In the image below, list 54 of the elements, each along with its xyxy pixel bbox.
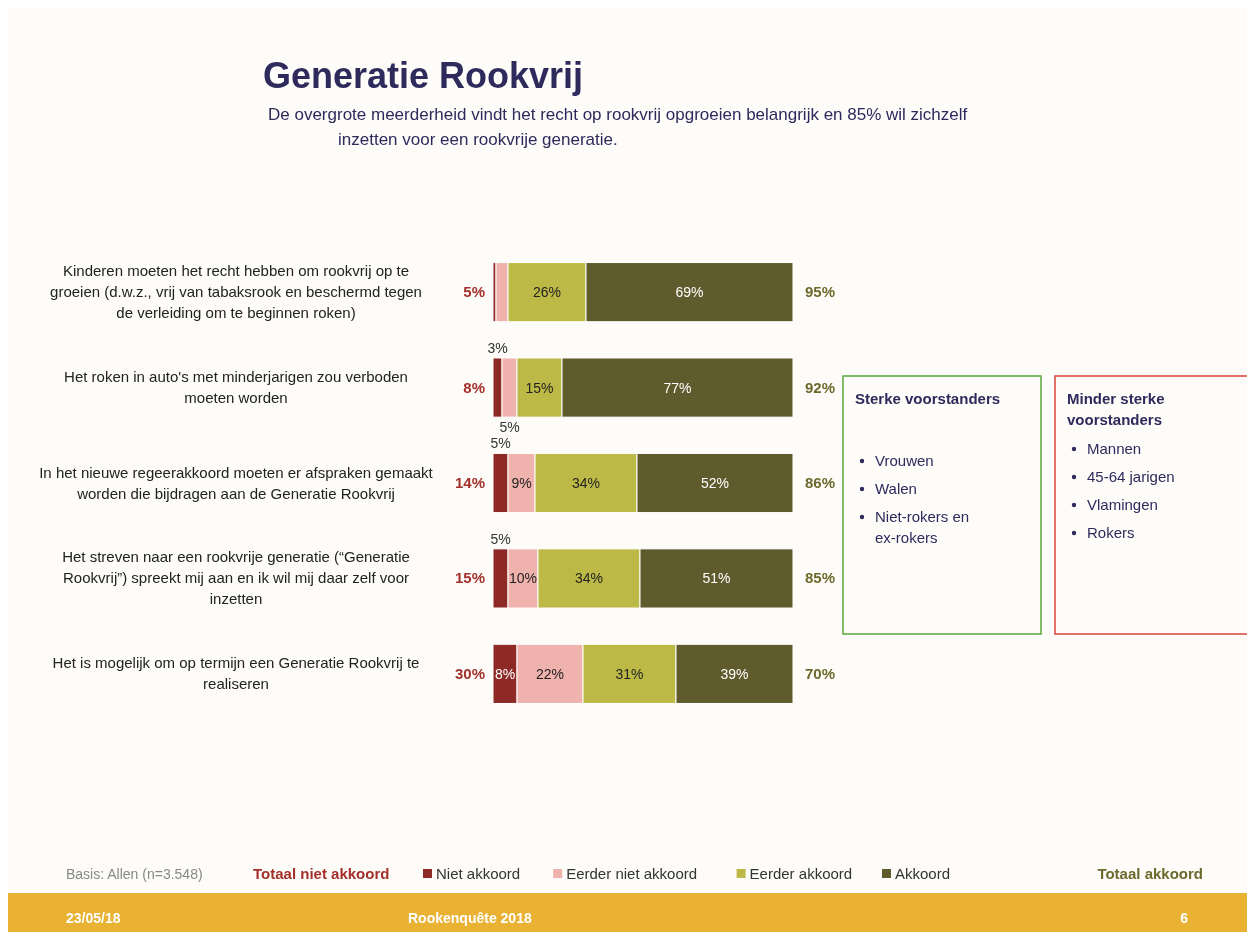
data-label: 31% <box>615 665 644 682</box>
data-label: 15% <box>525 379 554 396</box>
text: Minder sterke voorstanders <box>1067 390 1165 428</box>
legend-label: Eerder niet akkoord <box>566 865 698 882</box>
text: Rokers <box>1087 524 1135 541</box>
text: 14% <box>454 474 485 491</box>
text: 15% <box>454 569 485 587</box>
data-label: 77% <box>663 379 692 396</box>
text: Vlamingen <box>1087 496 1158 513</box>
text: 95% <box>805 283 836 301</box>
data-label: 10% <box>508 570 538 587</box>
y-tick-label: Het is mogelijk om op termijn een Generatie Rookvrij te realiseren <box>52 654 420 693</box>
text: Rookenquête 2018 <box>408 910 532 926</box>
text: 5% <box>463 283 485 301</box>
data-label: 5% <box>490 530 511 547</box>
data-label: 69% <box>675 284 704 301</box>
data-label: 9% <box>511 475 532 491</box>
text: 70% <box>805 664 836 682</box>
data-label: 34% <box>571 475 601 491</box>
text: Sterke voorstanders <box>855 390 1001 407</box>
data-label: 52% <box>700 475 730 491</box>
text: Totaal akkoord <box>1097 865 1203 882</box>
text: Vrouwen <box>875 452 934 469</box>
text: 23/05/18 <box>66 910 121 926</box>
text: 86% <box>805 474 836 491</box>
text: Basis: Allen (n=3.548) <box>66 866 203 882</box>
y-tick-label: Het roken in auto's met minderjarigen zou verboden moeten worden <box>64 368 408 407</box>
text: Mannen <box>1087 440 1142 457</box>
text: Niet-rokers en ex-rokers <box>875 508 970 546</box>
legend-label: Akkoord <box>895 865 951 882</box>
text: 8% <box>463 378 485 396</box>
data-label: 3% <box>487 339 508 356</box>
y-tick-label: In het nieuwe regeerakkoord moeten er afspraken gemaakt worden die bijdragen aan de Generatie Rookvrij <box>39 463 434 502</box>
text: 30% <box>454 664 485 682</box>
chart-title: Generatie Rookvrij <box>263 55 584 96</box>
data-label: 22% <box>535 665 565 682</box>
text: Totaal niet akkoord <box>253 865 390 882</box>
text: 45-64 jarigen <box>1087 468 1175 485</box>
data-label: 5% <box>490 435 511 452</box>
data-label: 51% <box>702 570 731 587</box>
y-tick-label: Het streven naar een rookvrije generatie (“Generatie Rookvrij”) spreekt mij aan en ik wil mij daar zelf voor inzetten <box>62 548 410 608</box>
data-label: 34% <box>574 570 604 587</box>
text: 6 <box>1180 910 1189 926</box>
chart-subtitle: De overgrote meerderheid vindt het recht op rookvrij opgroeien belangrijk en 85% wil zichzelf inzetten voor een rookvrije generatie. <box>268 105 968 149</box>
text: Walen <box>875 480 917 497</box>
text: 92% <box>805 378 836 396</box>
data-label: 39% <box>720 665 749 682</box>
data-label: 5% <box>499 419 520 436</box>
legend-label: Eerder akkoord <box>749 865 853 882</box>
y-tick-label: Kinderen moeten het recht hebben om rookvrij op te groeien (d.w.z., vrij van tabaksrook en beschermd tegen de verleiding om te beginnen roken) <box>50 262 422 322</box>
legend-label: Niet akkoord <box>436 865 521 882</box>
data-label: 8% <box>494 665 516 682</box>
text: 85% <box>805 569 836 587</box>
data-label: 26% <box>532 284 562 301</box>
